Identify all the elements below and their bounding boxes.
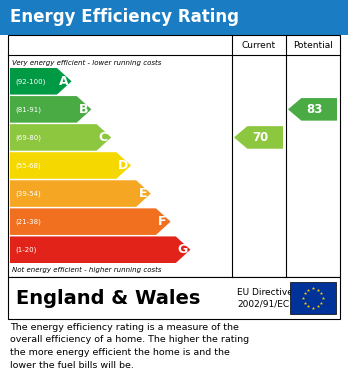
Text: EU Directive
2002/91/EC: EU Directive 2002/91/EC — [237, 288, 293, 308]
Text: (39-54): (39-54) — [15, 190, 41, 197]
Text: B: B — [79, 103, 88, 116]
Polygon shape — [10, 180, 151, 207]
Text: 70: 70 — [252, 131, 269, 144]
Polygon shape — [10, 237, 190, 263]
Text: A: A — [59, 75, 68, 88]
Text: Current: Current — [242, 41, 276, 50]
Bar — [8, 35, 340, 277]
Text: (81-91): (81-91) — [15, 106, 41, 113]
Text: F: F — [158, 215, 167, 228]
Text: The energy efficiency rating is a measure of the
overall efficiency of a home. T: The energy efficiency rating is a measur… — [10, 323, 249, 369]
Polygon shape — [10, 96, 92, 123]
Text: (69-80): (69-80) — [15, 134, 41, 141]
Text: England & Wales: England & Wales — [16, 289, 200, 307]
Text: C: C — [98, 131, 108, 144]
Polygon shape — [234, 126, 283, 149]
Polygon shape — [10, 152, 131, 179]
Polygon shape — [10, 68, 72, 95]
Text: Potential: Potential — [293, 41, 333, 50]
Text: E: E — [139, 187, 147, 200]
Text: G: G — [177, 243, 188, 256]
Text: Not energy efficient - higher running costs: Not energy efficient - higher running co… — [12, 267, 161, 273]
Polygon shape — [10, 208, 171, 235]
Polygon shape — [288, 98, 337, 121]
Text: D: D — [118, 159, 128, 172]
Text: 83: 83 — [306, 103, 323, 116]
Bar — [290, 282, 336, 314]
Text: (92-100): (92-100) — [15, 78, 45, 84]
Bar — [8, 277, 340, 319]
Text: (55-68): (55-68) — [15, 162, 41, 169]
Bar — [0, 0, 348, 35]
Text: Very energy efficient - lower running costs: Very energy efficient - lower running co… — [12, 60, 161, 66]
Polygon shape — [10, 124, 111, 151]
Text: Energy Efficiency Rating: Energy Efficiency Rating — [10, 9, 239, 27]
Text: (21-38): (21-38) — [15, 219, 41, 225]
Text: (1-20): (1-20) — [15, 246, 37, 253]
